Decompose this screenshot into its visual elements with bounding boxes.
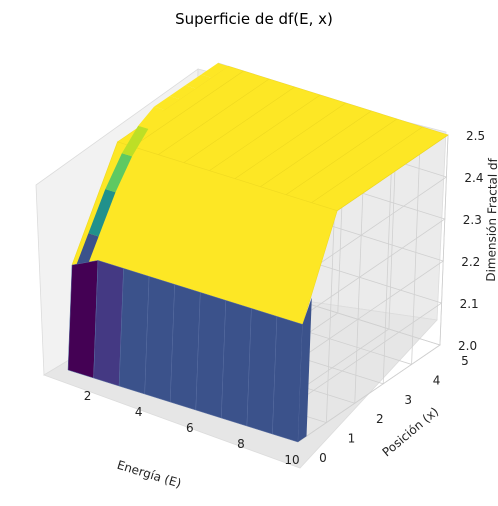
- z-tick-label: 2.5: [466, 129, 485, 143]
- y-tick-label: 5: [461, 354, 469, 368]
- mesh-line: [285, 118, 398, 195]
- edge-strip: [201, 63, 229, 78]
- front-wall-panel: [118, 268, 150, 395]
- mesh-line: [234, 102, 346, 179]
- y-axis-label: Posición (x): [380, 404, 442, 459]
- front-wall-panel: [221, 300, 252, 427]
- mesh-line: [209, 94, 321, 171]
- front-wall-panel: [144, 276, 175, 403]
- z-tick-label: 2.4: [464, 171, 483, 185]
- chart-title: Superficie de df(E, x): [175, 10, 333, 28]
- x-tick-label: 10: [284, 453, 299, 467]
- mesh-line: [158, 78, 270, 155]
- mesh-line: [183, 86, 295, 163]
- edge-strip: [121, 125, 149, 157]
- x-tick-label: 2: [84, 389, 92, 403]
- x-axis-label: Energía (E): [115, 458, 183, 491]
- mesh-line: [260, 110, 372, 187]
- front-wall-panel: [169, 284, 201, 411]
- z-axis-label: Dimensión Fractal df: [484, 157, 498, 282]
- y-tick-label: 3: [404, 393, 412, 407]
- front-wall-panel: [272, 316, 303, 443]
- y-tick-label: 4: [433, 373, 441, 387]
- z-axis-ticks: 2.0 2.1 2.2 2.3 2.4 2.5: [458, 129, 485, 353]
- y-tick-label: 1: [348, 432, 356, 446]
- mesh-line: [311, 126, 423, 203]
- z-tick-label: 2.0: [458, 339, 477, 353]
- edge-strip: [154, 96, 180, 110]
- z-tick-label: 2.2: [461, 255, 480, 269]
- y-axis-ticks: 0 1 2 3 4 5: [319, 354, 469, 465]
- edge-strip: [138, 106, 165, 129]
- side-wall: [298, 297, 312, 442]
- edge-strip: [169, 85, 196, 100]
- x-tick-label: 6: [186, 421, 194, 435]
- edge-strip: [185, 74, 212, 89]
- z-tick-label: 2.1: [460, 297, 479, 311]
- z-tick-label: 2.3: [463, 213, 482, 227]
- x-tick-label: 8: [237, 437, 245, 451]
- front-wall-panel: [195, 292, 227, 419]
- x-axis-ticks: 2 4 6 8 10: [84, 389, 300, 467]
- mesh-line: [337, 134, 449, 211]
- edge-strip: [105, 153, 133, 193]
- x-grid-line: [297, 134, 449, 443]
- front-wall-panel: [93, 260, 124, 387]
- surface-mesh: [67, 63, 449, 443]
- front-wall-panel: [67, 260, 99, 379]
- edge-strip: [88, 189, 116, 237]
- y-tick-label: 2: [376, 412, 384, 426]
- x-tick-label: 4: [135, 405, 143, 419]
- front-wall-panel: [246, 308, 278, 435]
- y-tick-label: 0: [319, 451, 327, 465]
- mesh-line: [132, 70, 244, 147]
